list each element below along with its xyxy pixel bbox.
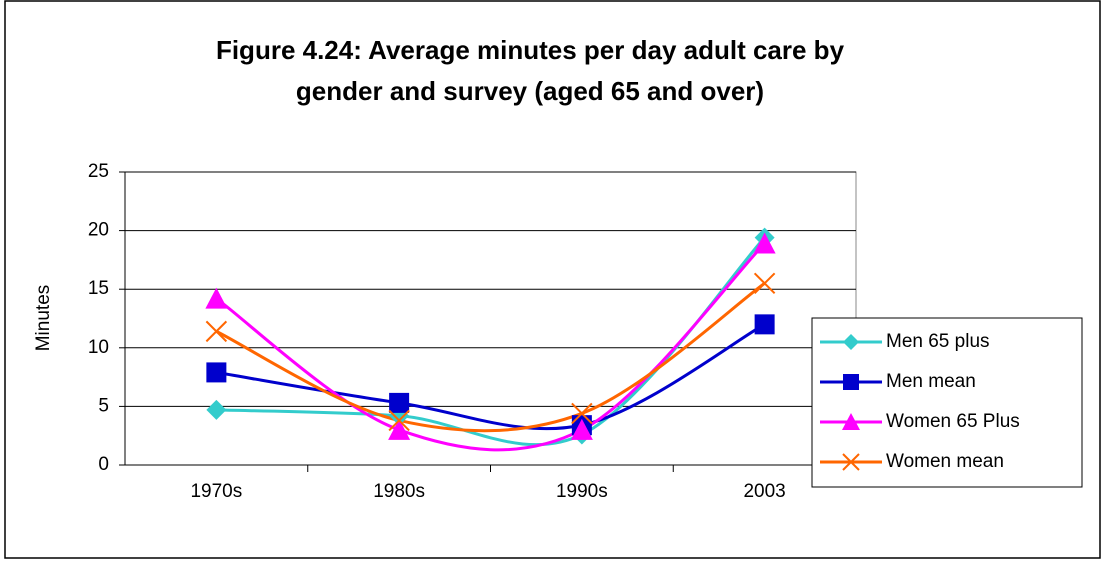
legend-label: Women 65 Plus [886,411,1020,432]
marker [753,272,776,295]
y-tick-label: 5 [98,395,109,416]
marker [843,334,859,350]
series-line [215,282,766,433]
marker [205,320,228,343]
y-tick-label: 20 [88,220,109,241]
legend-label: Men 65 plus [886,331,990,352]
y-axis-label: Minutes [33,285,54,352]
marker [206,399,227,420]
marker [388,409,410,432]
marker [389,392,410,413]
marker [571,402,593,425]
marker [843,374,859,390]
chart-title: Figure 4.24: Average minutes per day adu… [216,35,845,65]
x-tick-label: 1980s [373,481,425,502]
x-tick-label: 2003 [743,481,785,502]
marker [754,314,775,335]
plot-area [124,171,857,466]
legend-label: Men mean [886,371,976,392]
marker [206,362,227,383]
marker [842,413,860,430]
marker [842,453,860,471]
legend-label: Women mean [886,451,1004,472]
marker [753,232,776,254]
y-tick-label: 0 [98,454,109,475]
marker [205,287,228,309]
x-tick-label: 1970s [190,481,242,502]
series-line [216,323,766,431]
y-tick-label: 15 [88,278,109,299]
legend-box [811,317,1083,488]
marker [388,418,411,440]
y-tick-label: 25 [88,161,109,182]
series-line [215,242,766,452]
x-tick-label: 1990s [556,481,608,502]
chart-title: gender and survey (aged 65 and over) [296,76,764,106]
y-tick-label: 10 [88,337,109,358]
marker [570,418,593,440]
